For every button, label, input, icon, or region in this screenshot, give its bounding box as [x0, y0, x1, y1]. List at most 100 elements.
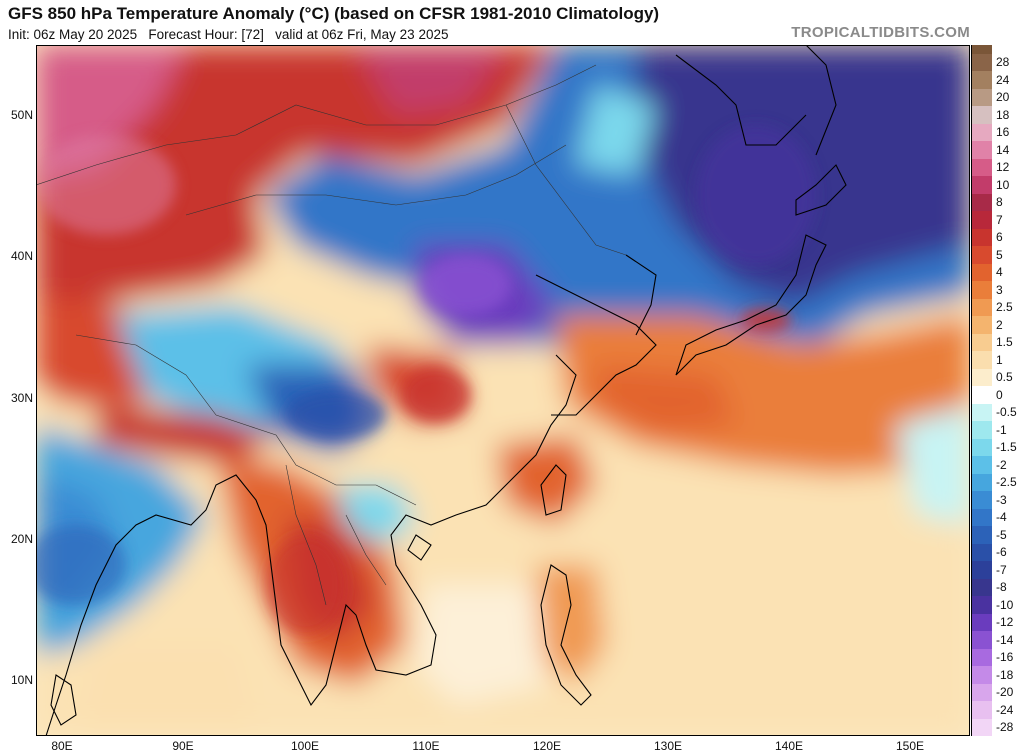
colorbar-label: -7	[996, 562, 1007, 577]
colorbar-label: -5	[996, 527, 1007, 542]
colorbar-label: -10	[996, 597, 1014, 612]
colorbar-label: -0.5	[996, 405, 1017, 420]
lon-label-80e: 80E	[51, 739, 73, 753]
colorbar-label: 5	[996, 247, 1003, 262]
lon-label-140e: 140E	[774, 739, 804, 753]
lon-label-90e: 90E	[172, 739, 194, 753]
colorbar-label: -3	[996, 492, 1007, 507]
colorbar-label: 24	[996, 72, 1010, 87]
colorbar-cap	[972, 45, 992, 54]
colorbar-label: 1.5	[996, 335, 1013, 350]
lat-label-10n: 10N	[10, 673, 33, 687]
colorbar-label: 8	[996, 195, 1003, 210]
colorbar-label: -16	[996, 650, 1014, 665]
coastlines	[45, 45, 847, 736]
colorbar-label: -8	[996, 580, 1007, 595]
colorbar-swatch	[972, 701, 992, 719]
colorbar	[971, 45, 992, 737]
colorbar-label: -2.5	[996, 475, 1017, 490]
colorbar-label: 2	[996, 317, 1003, 332]
colorbar-swatch	[972, 193, 992, 212]
lat-label-20n: 20N	[10, 532, 33, 546]
colorbar-label: 28	[996, 55, 1010, 70]
colorbar-label: 20	[996, 90, 1010, 105]
colorbar-swatch	[972, 158, 992, 177]
colorbar-swatch	[972, 53, 992, 72]
colorbar-label: 2.5	[996, 300, 1013, 315]
colorbar-swatch	[972, 526, 992, 545]
colorbar-swatch	[972, 71, 992, 90]
colorbar-swatch	[972, 263, 992, 282]
colorbar-swatch	[972, 543, 992, 562]
colorbar-label: -1.5	[996, 440, 1017, 455]
colorbar-swatch	[972, 316, 992, 335]
colorbar-swatch	[972, 88, 992, 107]
colorbar-swatch	[972, 631, 992, 650]
colorbar-label: 14	[996, 142, 1010, 157]
brand-watermark: TROPICALTIDBITS.COM	[791, 24, 970, 41]
chart-subtitle: Init: 06z May 20 2025 Forecast Hour: [72…	[8, 27, 449, 42]
colorbar-swatch	[972, 508, 992, 527]
colorbar-swatch	[972, 613, 992, 632]
colorbar-swatch	[972, 368, 992, 387]
colorbar-swatch	[972, 456, 992, 475]
colorbar-label: -2	[996, 457, 1007, 472]
colorbar-label: 7	[996, 212, 1003, 227]
colorbar-swatch	[972, 683, 992, 702]
colorbar-swatch	[972, 333, 992, 352]
colorbar-label: -28	[996, 720, 1014, 735]
lon-label-110e: 110E	[412, 739, 440, 753]
colorbar-label: 3	[996, 282, 1003, 297]
colorbar-swatch	[972, 596, 992, 615]
colorbar-label: -18	[996, 667, 1014, 682]
colorbar-label: 6	[996, 230, 1003, 245]
colorbar-swatch	[972, 228, 992, 247]
colorbar-label: 10	[996, 177, 1010, 192]
colorbar-swatch	[972, 578, 992, 597]
colorbar-label: -14	[996, 632, 1014, 647]
colorbar-swatch	[972, 438, 992, 457]
colorbar-swatch	[972, 298, 992, 317]
colorbar-swatch	[972, 421, 992, 440]
lon-label-100e: 100E	[290, 739, 320, 753]
colorbar-label: -6	[996, 545, 1007, 560]
anomaly-fill	[36, 45, 970, 736]
colorbar-swatch	[972, 281, 992, 300]
lat-label-50n: 50N	[10, 108, 33, 122]
colorbar-label: 0.5	[996, 370, 1013, 385]
anomaly-detail	[36, 125, 816, 635]
colorbar-label: -4	[996, 510, 1007, 525]
colorbar-label: 0	[996, 387, 1003, 402]
colorbar-label: 18	[996, 107, 1010, 122]
colorbar-swatch	[972, 403, 992, 422]
colorbar-swatch	[972, 351, 992, 370]
colorbar-label: 1	[996, 352, 1003, 367]
anomaly-map	[36, 45, 970, 736]
chart-title: GFS 850 hPa Temperature Anomaly (°C) (ba…	[8, 4, 660, 23]
colorbar-swatch	[972, 176, 992, 195]
colorbar-label: -1	[996, 422, 1007, 437]
colorbar-swatch	[972, 648, 992, 667]
colorbar-label: -12	[996, 615, 1014, 630]
colorbar-swatch	[972, 106, 992, 125]
colorbar-swatch	[972, 718, 992, 737]
colorbar-swatch	[972, 561, 992, 580]
lon-label-130e: 130E	[653, 739, 683, 753]
colorbar-label: -24	[996, 702, 1014, 717]
country-borders	[36, 64, 627, 606]
colorbar-label: 12	[996, 160, 1010, 175]
colorbar-swatch	[972, 123, 992, 142]
lon-label-150e: 150E	[895, 739, 925, 753]
colorbar-label: 16	[996, 125, 1010, 140]
colorbar-swatch	[972, 666, 992, 684]
colorbar-swatch	[972, 141, 992, 160]
colorbar-swatch	[972, 211, 992, 230]
colorbar-label: 4	[996, 265, 1003, 280]
colorbar-swatch	[972, 491, 992, 510]
colorbar-swatch	[972, 386, 992, 405]
lon-label-120e: 120E	[532, 739, 562, 753]
colorbar-swatch	[972, 473, 992, 492]
anomaly-map-canvas	[36, 45, 970, 736]
lat-label-40n: 40N	[10, 249, 33, 263]
colorbar-label: -20	[996, 685, 1014, 700]
